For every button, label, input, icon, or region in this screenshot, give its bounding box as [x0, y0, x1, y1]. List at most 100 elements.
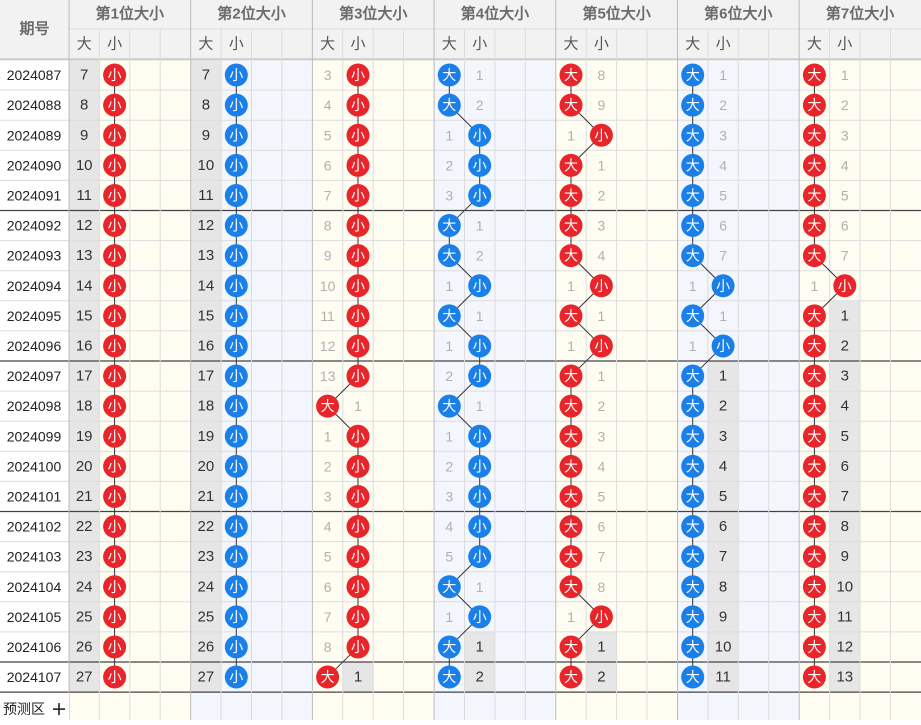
- predict-cell[interactable]: [374, 693, 402, 720]
- big-ball-label: 大: [564, 398, 578, 414]
- miss-cell-shade: [190, 180, 222, 211]
- small-ball-label: 小: [108, 157, 122, 173]
- big-ball-label: 大: [686, 248, 700, 264]
- predict-cell[interactable]: [496, 693, 524, 720]
- predict-cell[interactable]: [70, 693, 98, 720]
- miss-count: 4: [841, 157, 849, 173]
- predict-cell[interactable]: [526, 693, 554, 720]
- predict-cell[interactable]: [587, 693, 615, 720]
- big-ball-label: 大: [686, 368, 700, 384]
- big-ball: [802, 665, 826, 689]
- miss-cell-shade: [586, 631, 617, 662]
- big-ball-label: 大: [442, 398, 456, 414]
- big-ball: [681, 153, 705, 177]
- predict-cell[interactable]: [222, 693, 250, 720]
- predict-cell[interactable]: [161, 693, 189, 720]
- big-subheader: 大: [685, 36, 700, 53]
- small-ball-label: 小: [229, 458, 243, 474]
- miss-count: 4: [598, 248, 606, 264]
- predict-cell[interactable]: [253, 693, 281, 720]
- miss-count: 7: [324, 609, 332, 625]
- column-group-header: 第4位大小: [461, 5, 529, 23]
- predict-cell[interactable]: [831, 693, 859, 720]
- miss-count: 16: [76, 337, 93, 354]
- miss-count: 1: [811, 278, 819, 294]
- miss-count: 7: [598, 549, 606, 565]
- small-ball: [224, 484, 248, 508]
- column-group-header: 第7位大小: [826, 5, 894, 23]
- miss-count: 11: [76, 187, 92, 204]
- big-ball: [802, 244, 826, 268]
- miss-count: 2: [445, 157, 453, 173]
- predict-cell[interactable]: [891, 693, 919, 720]
- predict-cell[interactable]: [648, 693, 676, 720]
- miss-count: 13: [320, 368, 336, 384]
- big-ball: [681, 93, 705, 117]
- miss-count: 3: [324, 67, 332, 83]
- small-ball: [468, 183, 492, 207]
- predict-cell[interactable]: [709, 693, 737, 720]
- big-ball: [559, 93, 583, 117]
- predict-cell[interactable]: [739, 693, 767, 720]
- miss-count: 25: [76, 608, 93, 625]
- small-ball-label: 小: [594, 609, 608, 625]
- predict-cell[interactable]: [800, 693, 828, 720]
- predict-cell[interactable]: [405, 693, 433, 720]
- miss-count: 13: [76, 247, 93, 264]
- predict-cell[interactable]: [679, 693, 707, 720]
- miss-cell-shade: [829, 300, 860, 331]
- period-label: 2024098: [7, 398, 62, 414]
- plus-icon[interactable]: [53, 703, 65, 716]
- miss-count: 27: [76, 669, 93, 686]
- small-ball-label: 小: [108, 639, 122, 655]
- small-ball: [103, 665, 127, 689]
- miss-count: 5: [719, 187, 727, 203]
- miss-count: 3: [841, 368, 849, 385]
- small-ball: [103, 605, 127, 629]
- miss-cell-shade: [707, 541, 739, 572]
- predict-cell[interactable]: [344, 693, 372, 720]
- predict-cell[interactable]: [435, 693, 463, 720]
- miss-count: 1: [324, 428, 332, 444]
- miss-cell-shade: [707, 481, 739, 512]
- predict-cell[interactable]: [131, 693, 159, 720]
- small-ball: [468, 605, 492, 629]
- big-ball: [681, 244, 705, 268]
- small-ball-label: 小: [229, 127, 243, 143]
- miss-cell-shade: [707, 361, 739, 392]
- predict-cell[interactable]: [192, 693, 220, 720]
- big-ball-label: 大: [442, 579, 456, 595]
- miss-cell-shade: [69, 391, 100, 422]
- small-ball: [468, 334, 492, 358]
- small-ball: [103, 244, 127, 268]
- small-ball-label: 小: [351, 368, 365, 384]
- miss-count: 21: [76, 488, 93, 505]
- predict-cell[interactable]: [861, 693, 889, 720]
- small-ball: [346, 214, 370, 238]
- miss-cell-shade: [707, 511, 739, 542]
- miss-count: 6: [841, 218, 849, 234]
- small-ball: [346, 605, 370, 629]
- predict-cell[interactable]: [283, 693, 311, 720]
- small-ball: [224, 545, 248, 569]
- predict-cell[interactable]: [313, 693, 341, 720]
- miss-cell-shade: [69, 120, 100, 151]
- small-subheader: 小: [350, 36, 365, 53]
- predict-cell[interactable]: [557, 693, 585, 720]
- miss-cell-shade: [69, 150, 100, 181]
- small-ball-label: 小: [351, 248, 365, 264]
- small-subheader: 小: [229, 36, 244, 53]
- miss-cell-shade: [190, 391, 222, 422]
- small-ball: [346, 484, 370, 508]
- big-ball-label: 大: [564, 218, 578, 234]
- miss-count: 5: [324, 127, 332, 143]
- predict-cell[interactable]: [770, 693, 798, 720]
- small-ball: [346, 153, 370, 177]
- miss-count: 10: [76, 157, 93, 174]
- small-ball-label: 小: [351, 549, 365, 565]
- miss-count: 2: [719, 398, 727, 415]
- small-ball: [589, 605, 613, 629]
- predict-cell[interactable]: [100, 693, 128, 720]
- predict-cell[interactable]: [618, 693, 646, 720]
- predict-cell[interactable]: [466, 693, 494, 720]
